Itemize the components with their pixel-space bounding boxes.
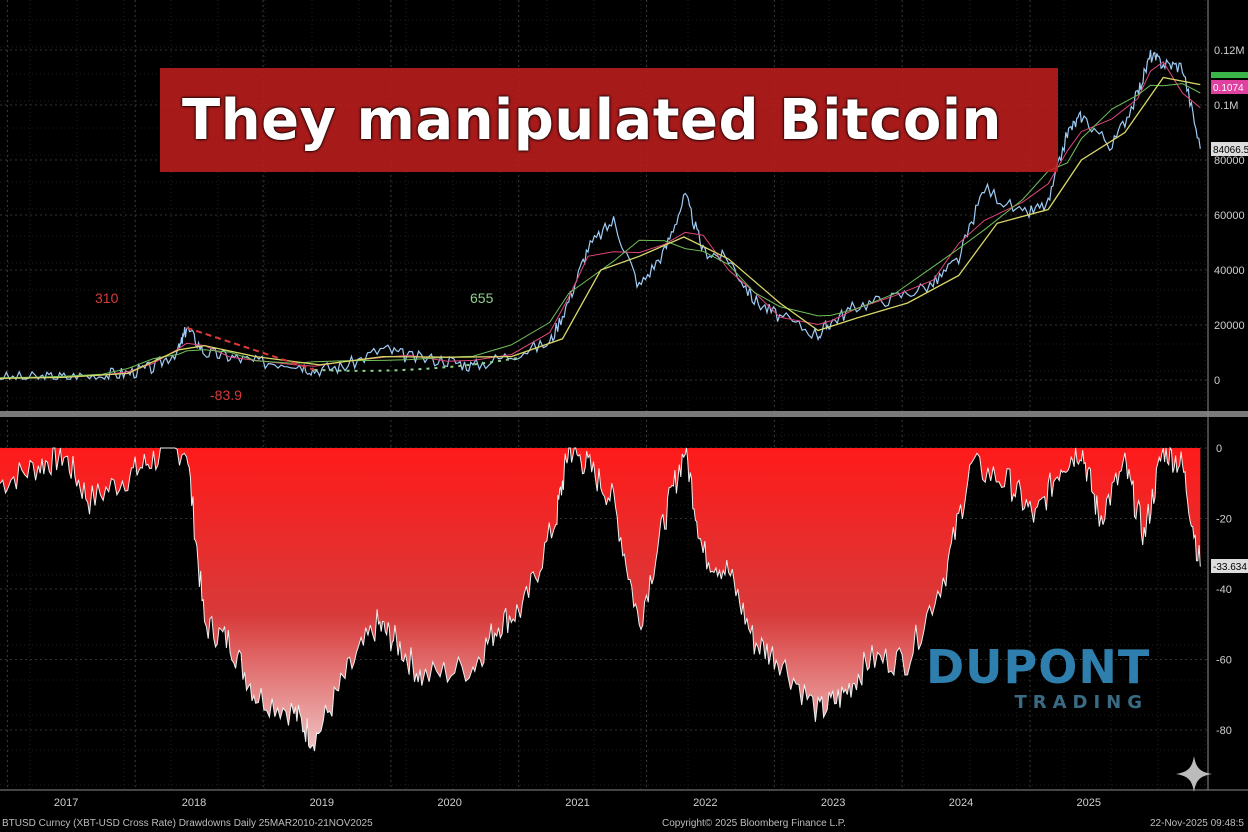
- x-tick-label: 2022: [693, 797, 717, 809]
- x-tick-label: 2021: [565, 797, 589, 809]
- price-tick-label: 0: [1214, 375, 1220, 387]
- x-tick-label: 2025: [1077, 797, 1101, 809]
- annotation-655: 655: [470, 290, 494, 306]
- ma-slow-line: [0, 76, 1201, 380]
- price-last-ma-tag: 0.1074: [1213, 83, 1244, 94]
- price-tick-label: 20000: [1214, 320, 1245, 332]
- drawdown-line: [0, 446, 1201, 752]
- logo-word: DUPONT: [926, 640, 1151, 694]
- price-last-ma-tag-bg: [1211, 80, 1248, 94]
- x-tick-label: 2020: [437, 797, 461, 809]
- annotation-minus-83-9: -83.9: [210, 387, 242, 403]
- annotation-310: 310: [95, 290, 119, 306]
- headline-text: They manipulated Bitcoin: [182, 87, 1002, 153]
- recovery-dashed-line: [314, 357, 518, 372]
- price-line: [0, 50, 1201, 381]
- drawdown-tick-label: -80: [1216, 725, 1232, 737]
- footer-left: BTUSD Curncy (XBT-USD Cross Rate) Drawdo…: [2, 818, 373, 829]
- x-tick-label: 2018: [182, 797, 206, 809]
- footer-right: 22-Nov-2025 09:48:5: [1150, 818, 1244, 829]
- drawdown-area: [0, 448, 1201, 752]
- footer-center: Copyright© 2025 Bloomberg Finance L.P.: [662, 818, 846, 829]
- drawdown-last-value-tag: -33.634: [1213, 562, 1247, 573]
- price-tick-label: 60000: [1214, 210, 1245, 222]
- price-tick-label: 40000: [1214, 265, 1245, 277]
- headline-banner: They manipulated Bitcoin: [160, 68, 1058, 172]
- dupont-logo: DUPONT TRADING: [926, 642, 1166, 724]
- drawdown-tick-label: -40: [1216, 584, 1232, 596]
- price-last-value-tag: 84066.5: [1213, 145, 1248, 156]
- drawdown-panel: [0, 446, 1201, 752]
- logo-sub: TRADING: [1014, 692, 1148, 713]
- x-tick-label: 2024: [949, 797, 973, 809]
- x-tick-label: 2019: [310, 797, 334, 809]
- drawdown-tick-label: -60: [1216, 655, 1232, 667]
- x-tick-label: 2023: [821, 797, 845, 809]
- drawdown-tick-label: 0: [1216, 443, 1222, 455]
- drawdown-last-value-tag-bg: [1211, 559, 1248, 573]
- x-tick-label: 2017: [54, 797, 78, 809]
- price-last-value-tag-bg: [1211, 142, 1248, 156]
- price-tick-label: 80000: [1214, 155, 1245, 167]
- price-tick-label: 0.1M: [1214, 100, 1238, 112]
- drawdown-tick-label: -20: [1216, 514, 1232, 526]
- drawdown-dashed-line: [186, 326, 315, 371]
- ma-fast-line: [0, 61, 1201, 379]
- sparkle-icon: [1176, 756, 1212, 792]
- annotations: 310 -83.9 655 0.1074 84066.5 -33.634: [95, 72, 1248, 573]
- ma-tag-green: [1211, 72, 1248, 78]
- price-tick-label: 0.12M: [1214, 45, 1245, 57]
- panel-separator: [0, 411, 1248, 417]
